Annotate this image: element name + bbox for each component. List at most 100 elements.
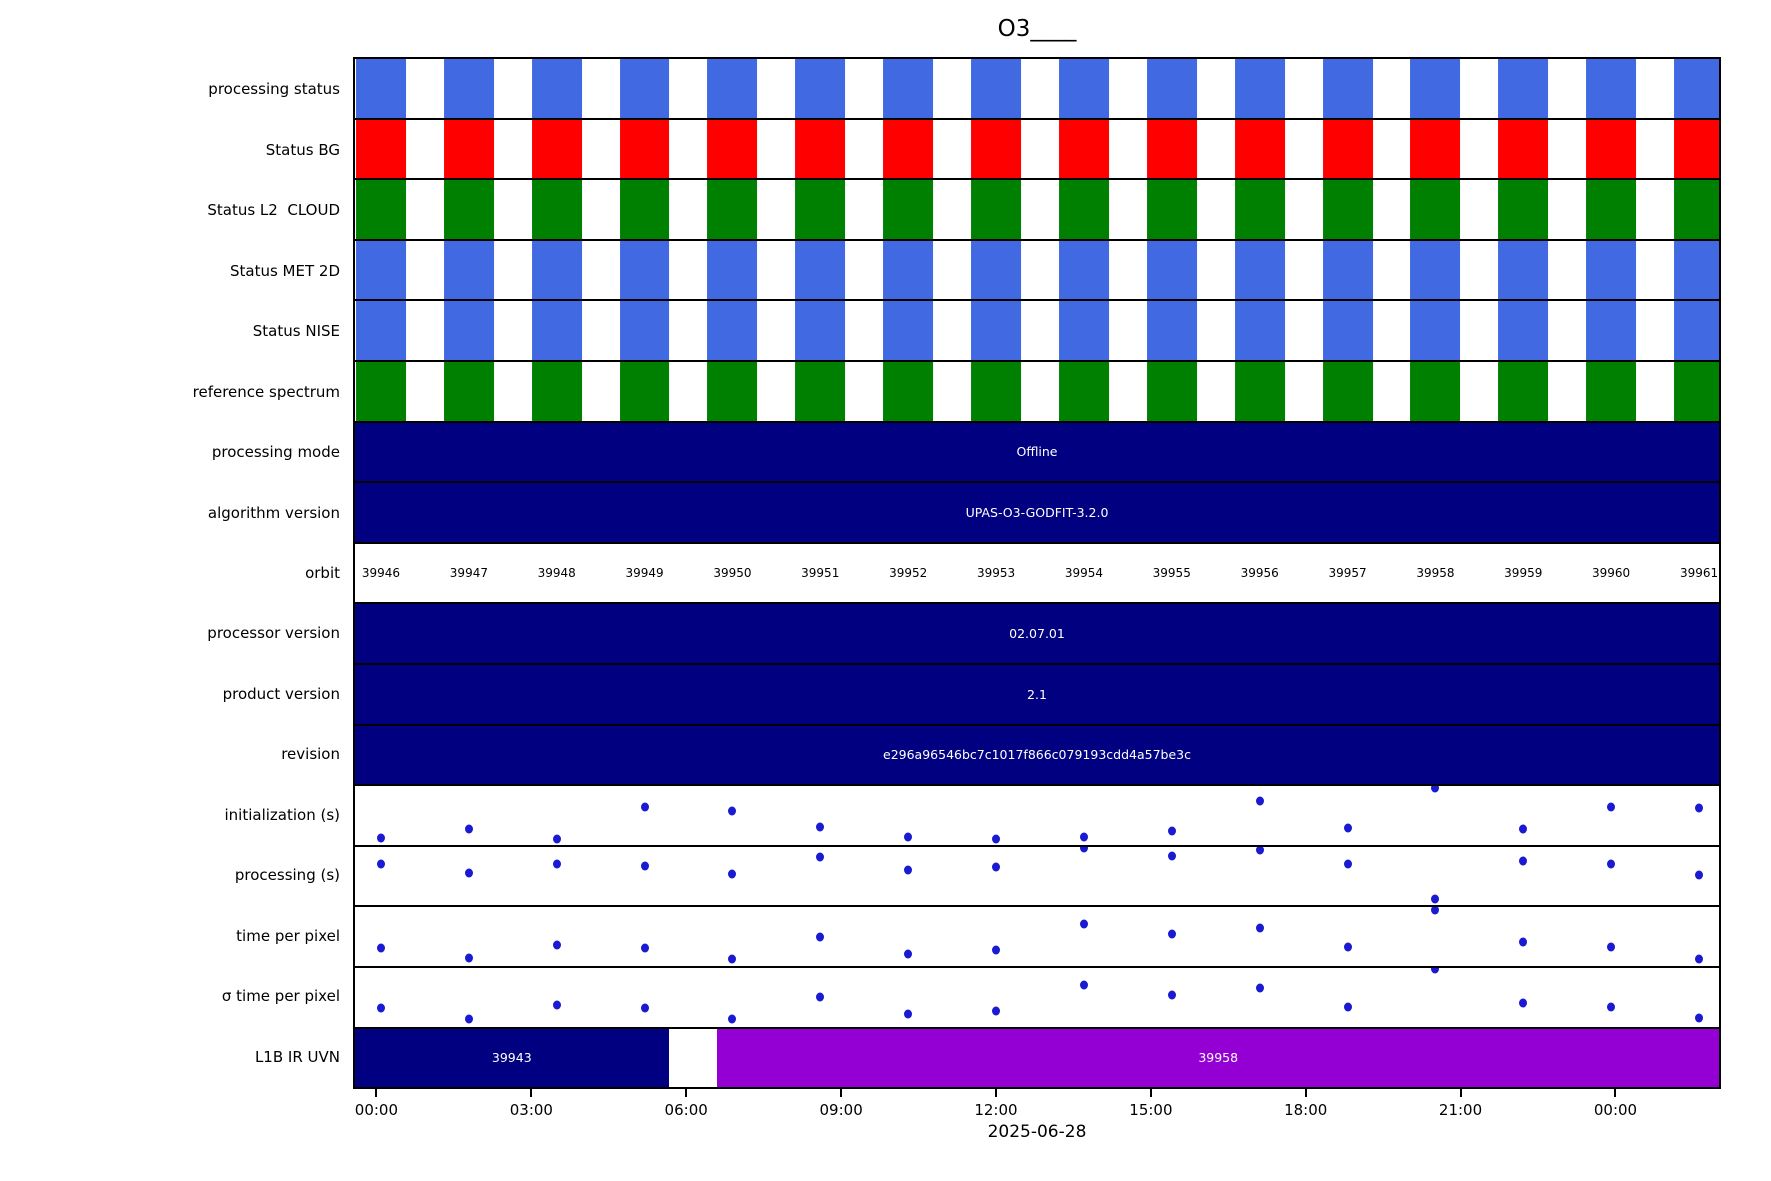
- data-point-sigma-time-per-pixel-orbit-39961: [1695, 1013, 1704, 1023]
- l1b-segment-39943: 39943: [355, 1028, 669, 1088]
- status-block-status-bg-orbit-39951: [795, 119, 846, 179]
- status-block-status-nise-orbit-39956: [1234, 301, 1285, 360]
- status-block-processing-status-orbit-39952: [883, 59, 934, 118]
- status-block-processing-status-orbit-39960: [1586, 59, 1637, 118]
- data-point-initialization-s-orbit-39959: [1519, 824, 1528, 834]
- status-block-status-nise-orbit-39953: [971, 301, 1022, 360]
- status-block-processing-status-orbit-39961: [1674, 59, 1719, 118]
- data-point-processing-s-orbit-39946: [376, 859, 385, 869]
- status-block-status-bg-orbit-39952: [883, 119, 934, 179]
- data-point-processing-s-orbit-39950: [728, 869, 737, 879]
- row-l1b-ir-uvn: 39943 39958: [355, 1028, 1719, 1088]
- status-block-status-met-2d-orbit-39947: [443, 240, 494, 300]
- data-point-processing-s-orbit-39956: [1255, 846, 1264, 855]
- row-label-orbit: orbit: [305, 563, 340, 582]
- x-tick-label: 00:00: [1593, 1101, 1638, 1119]
- status-block-processing-status-orbit-39959: [1498, 59, 1549, 118]
- orbit-number: 39958: [1416, 566, 1455, 581]
- data-point-time-per-pixel-orbit-39960: [1607, 942, 1616, 952]
- status-block-status-l2-cloud-orbit-39960: [1586, 180, 1637, 239]
- orbit-number: 39955: [1152, 566, 1191, 581]
- status-block-status-nise-orbit-39959: [1498, 301, 1549, 360]
- status-block-processing-status-orbit-39950: [707, 59, 758, 118]
- row-processing-mode: Offline: [355, 422, 1719, 484]
- orbit-number: 39949: [625, 566, 664, 581]
- data-point-sigma-time-per-pixel-orbit-39953: [992, 1006, 1001, 1016]
- orbit-number: 39959: [1504, 566, 1543, 581]
- orbit-number: 39960: [1592, 566, 1631, 581]
- data-point-initialization-s-orbit-39952: [904, 832, 913, 842]
- row-label-reference-spectrum: reference spectrum: [192, 382, 340, 401]
- status-block-status-nise-orbit-39949: [619, 301, 670, 360]
- status-block-status-met-2d-orbit-39954: [1058, 240, 1109, 300]
- data-point-processing-s-orbit-39954: [1079, 846, 1088, 853]
- data-point-sigma-time-per-pixel-orbit-39952: [904, 1009, 913, 1019]
- data-point-processing-s-orbit-39957: [1343, 859, 1352, 869]
- status-block-reference-spectrum-orbit-39959: [1498, 361, 1549, 421]
- x-axis-date-label: 2025-06-28: [987, 1122, 1087, 1142]
- data-point-sigma-time-per-pixel-orbit-39954: [1079, 980, 1088, 990]
- status-block-reference-spectrum-orbit-39961: [1674, 361, 1719, 421]
- status-block-processing-status-orbit-39957: [1322, 59, 1373, 118]
- status-block-status-nise-orbit-39955: [1146, 301, 1197, 360]
- data-point-sigma-time-per-pixel-orbit-39956: [1255, 983, 1264, 993]
- row-status-l2-cloud: [355, 180, 1719, 241]
- x-tick: [1149, 1089, 1152, 1097]
- status-block-status-nise-orbit-39951: [795, 301, 846, 360]
- row-status-bg: [355, 119, 1719, 181]
- x-tick: [375, 1089, 378, 1097]
- row-revision: e296a96546bc7c1017f866c079193cdd4a57be3c: [355, 725, 1719, 787]
- status-block-status-l2-cloud-orbit-39951: [795, 180, 846, 239]
- x-tick-label: 00:00: [354, 1101, 399, 1119]
- row-label-product-version: product version: [222, 684, 340, 703]
- row-label-status-met-2d: Status MET 2D: [229, 261, 340, 280]
- data-point-sigma-time-per-pixel-orbit-39951: [816, 992, 825, 1002]
- row-status-met-2d: [355, 240, 1719, 302]
- status-block-reference-spectrum-orbit-39957: [1322, 361, 1373, 421]
- status-block-status-l2-cloud-orbit-39946: [355, 180, 406, 239]
- status-block-status-met-2d-orbit-39948: [531, 240, 582, 300]
- data-point-processing-s-orbit-39947: [464, 868, 473, 878]
- data-point-initialization-s-orbit-39947: [464, 824, 473, 834]
- row-label-status-l2-cloud: Status L2 CLOUD: [207, 201, 340, 220]
- data-point-initialization-s-orbit-39960: [1607, 802, 1616, 812]
- status-block-status-l2-cloud-orbit-39952: [883, 180, 934, 239]
- value-bar-algorithm-version: UPAS-O3-GODFIT-3.2.0: [355, 483, 1719, 542]
- status-block-status-met-2d-orbit-39958: [1410, 240, 1461, 300]
- row-label-revision: revision: [281, 745, 340, 764]
- data-point-time-per-pixel-orbit-39961: [1695, 954, 1704, 964]
- orbit-number: 39952: [889, 566, 928, 581]
- status-block-reference-spectrum-orbit-39950: [707, 361, 758, 421]
- status-block-status-l2-cloud-orbit-39961: [1674, 180, 1719, 239]
- data-point-time-per-pixel-orbit-39948: [552, 940, 561, 950]
- data-point-initialization-s-orbit-39949: [640, 802, 649, 812]
- data-point-time-per-pixel-orbit-39956: [1255, 923, 1264, 933]
- row-processing-s: [355, 846, 1719, 908]
- value-bar-revision: e296a96546bc7c1017f866c079193cdd4a57be3c: [355, 725, 1719, 785]
- data-point-sigma-time-per-pixel-orbit-39946: [376, 1003, 385, 1013]
- row-label-sigma-time-per-pixel: σ time per pixel: [221, 987, 340, 1006]
- status-block-reference-spectrum-orbit-39956: [1234, 361, 1285, 421]
- status-block-status-bg-orbit-39946: [355, 119, 406, 179]
- status-block-status-bg-orbit-39957: [1322, 119, 1373, 179]
- row-algorithm-version: UPAS-O3-GODFIT-3.2.0: [355, 483, 1719, 544]
- status-block-status-l2-cloud-orbit-39958: [1410, 180, 1461, 239]
- status-block-status-l2-cloud-orbit-39947: [443, 180, 494, 239]
- data-point-time-per-pixel-orbit-39952: [904, 949, 913, 959]
- status-block-status-l2-cloud-orbit-39950: [707, 180, 758, 239]
- x-tick: [530, 1089, 533, 1097]
- status-block-status-met-2d-orbit-39946: [355, 240, 406, 300]
- row-label-l1b-ir-uvn: L1B IR UVN: [254, 1047, 340, 1066]
- x-tick: [1614, 1089, 1617, 1097]
- row-processor-version: 02.07.01: [355, 604, 1719, 665]
- status-block-status-nise-orbit-39948: [531, 301, 582, 360]
- status-block-status-l2-cloud-orbit-39956: [1234, 180, 1285, 239]
- x-tick-label: 18:00: [1284, 1101, 1328, 1119]
- l1b-segment-39958: 39958: [717, 1028, 1719, 1088]
- data-point-initialization-s-orbit-39954: [1079, 832, 1088, 842]
- row-label-processor-version: processor version: [207, 624, 340, 643]
- row-processing-status: [355, 59, 1719, 120]
- data-point-processing-s-orbit-39960: [1607, 859, 1616, 869]
- data-point-time-per-pixel-orbit-39953: [992, 945, 1001, 955]
- data-point-processing-s-orbit-39948: [552, 859, 561, 869]
